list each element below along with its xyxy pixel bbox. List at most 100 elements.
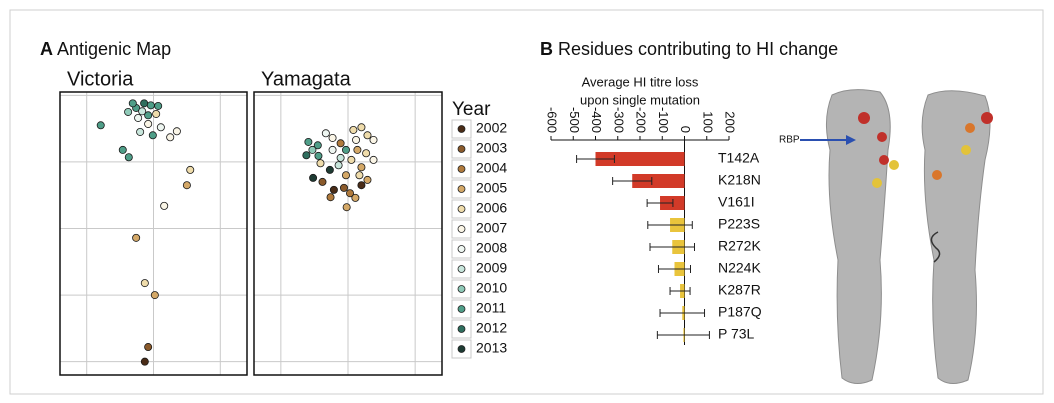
point	[172, 127, 181, 136]
point	[182, 181, 191, 190]
point	[96, 121, 105, 130]
point	[336, 139, 345, 148]
point	[309, 173, 318, 182]
category-label: R272K	[718, 238, 761, 254]
residue-highlight	[965, 123, 975, 133]
category-label: K218N	[718, 172, 761, 188]
point	[316, 159, 325, 168]
point	[313, 141, 322, 150]
legend-swatch	[457, 205, 466, 213]
error-bar	[649, 243, 696, 251]
rotation-arrow	[930, 231, 941, 263]
point	[118, 145, 127, 154]
rbp-arrowhead	[846, 135, 856, 145]
panel-letter: B	[540, 39, 553, 59]
legend-swatch	[457, 265, 466, 273]
point	[160, 201, 169, 210]
legend-label: 2013	[476, 340, 507, 356]
residue-highlight	[877, 132, 887, 142]
legend-label: 2006	[476, 200, 507, 216]
point	[166, 133, 175, 142]
legend-swatch	[457, 325, 466, 333]
point	[136, 127, 145, 136]
category-label: N224K	[718, 260, 761, 276]
rbp-label: RBP	[779, 135, 800, 146]
point	[342, 203, 351, 212]
legend-swatch	[457, 345, 466, 353]
error-bar	[669, 287, 691, 295]
point	[341, 145, 350, 154]
figure-border	[9, 9, 1044, 395]
x-tick-label: -400	[589, 107, 604, 133]
point	[124, 107, 133, 116]
legend-swatch	[457, 145, 466, 153]
point	[186, 165, 195, 174]
point	[304, 137, 313, 146]
point	[369, 135, 378, 144]
point	[369, 155, 378, 164]
point	[326, 193, 335, 202]
legend-swatch	[457, 125, 466, 133]
point	[128, 99, 137, 108]
x-tick-label: -600	[545, 107, 560, 133]
point	[124, 153, 133, 162]
legend-label: 2003	[476, 140, 507, 156]
error-bar	[576, 155, 615, 163]
point	[308, 145, 317, 154]
legend-title: Year	[452, 99, 491, 120]
error-bar	[659, 309, 706, 317]
legend-label: 2010	[476, 280, 507, 296]
point	[148, 131, 157, 140]
legend-swatch	[457, 305, 466, 313]
point	[152, 109, 161, 118]
plot-frame	[253, 91, 443, 376]
legend-label: 2005	[476, 180, 507, 196]
point	[353, 145, 362, 154]
category-label: V161I	[718, 194, 755, 210]
protein-back	[921, 90, 991, 384]
error-bar	[612, 177, 653, 185]
protein-structure: RBP	[779, 89, 993, 384]
point	[144, 343, 153, 352]
bar	[595, 152, 685, 166]
legend-label: 2002	[476, 120, 507, 136]
point	[150, 291, 159, 300]
point	[334, 161, 343, 170]
residue-highlight	[872, 178, 882, 188]
point	[346, 189, 355, 198]
point	[140, 357, 149, 366]
point	[357, 181, 366, 190]
x-tick-label: 200	[723, 111, 738, 133]
legend-label: 2011	[476, 300, 506, 316]
point	[138, 107, 147, 116]
point	[134, 113, 143, 122]
point	[144, 111, 153, 120]
panel-title: B Residues contributing to HI change	[540, 39, 838, 59]
map-title: Victoria	[67, 68, 134, 90]
point	[144, 119, 153, 128]
legend-label: 2009	[476, 260, 507, 276]
point	[363, 175, 372, 184]
legend-swatch	[457, 225, 466, 233]
point	[321, 129, 330, 138]
point	[363, 131, 372, 140]
point	[314, 151, 323, 160]
point	[132, 233, 141, 242]
point	[352, 135, 361, 144]
point	[329, 185, 338, 194]
legend-label: 2004	[476, 160, 507, 176]
panel-name: Residues contributing to HI change	[558, 39, 838, 59]
category-label: P 73L	[718, 326, 755, 342]
plot-frame	[59, 91, 248, 376]
legend-label: 2007	[476, 220, 507, 236]
point	[339, 183, 348, 192]
x-tick-label: -200	[634, 107, 649, 133]
point	[302, 151, 311, 160]
point	[146, 101, 155, 110]
legend-swatch	[457, 285, 466, 293]
panel-letter: A	[40, 39, 53, 59]
panel-name: Antigenic Map	[57, 39, 171, 59]
point	[336, 153, 345, 162]
point	[357, 163, 366, 172]
